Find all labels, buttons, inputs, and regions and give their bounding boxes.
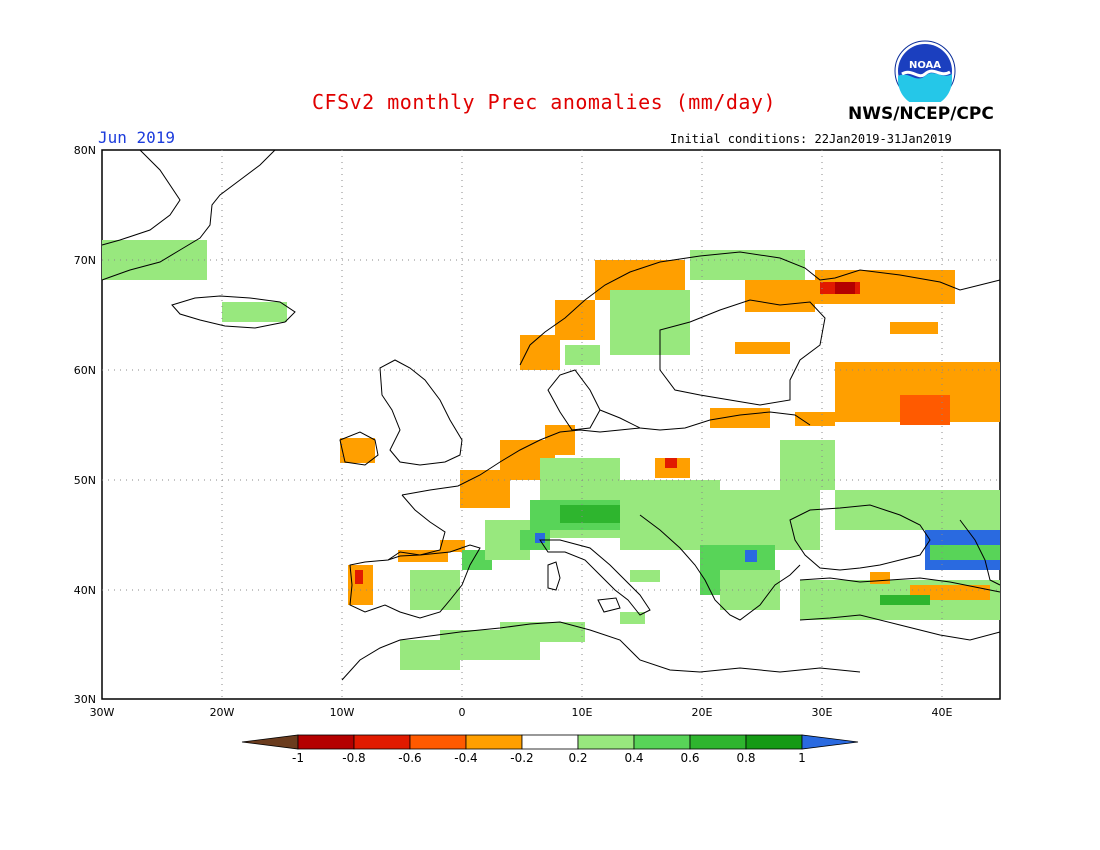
lat-label-30n: 30N [74,693,96,706]
colorbar-label: 0.6 [680,751,699,765]
colorbar-max-arrow [801,734,859,750]
anomaly-fields [102,240,1000,670]
lat-label-50n: 50N [74,474,96,487]
colorbar-label: 1 [798,751,806,765]
map-frame [101,149,1001,700]
colorbar-label: -1 [292,751,304,765]
colorbar-label: 0.4 [624,751,643,765]
colorbar-swatch [633,734,691,750]
colorbar-label: -0.2 [510,751,533,765]
lat-label-40n: 40N [74,584,96,597]
colorbar-label: -0.6 [398,751,421,765]
svg-text:NOAA: NOAA [909,60,941,71]
colorbar-min-arrow [241,734,299,750]
initial-conditions-label: Initial conditions: 22Jan2019-31Jan2019 [670,132,952,146]
lat-axis-labels: 80N 70N 60N 50N 40N 30N [74,144,96,706]
colorbar-swatch [689,734,747,750]
lon-label-20w: 20W [210,706,235,719]
colorbar-label: -0.4 [454,751,477,765]
colorbar-label: 0.8 [736,751,755,765]
lon-label-20e: 20E [692,706,713,719]
colorbar-swatch [409,734,467,750]
lon-label-30w: 30W [90,706,115,719]
colorbar-swatch [745,734,803,750]
noaa-logo-icon: NOAA [894,40,956,102]
colorbar-swatch [353,734,411,750]
colorbar-swatch [521,734,579,750]
lon-label-30e: 30E [812,706,833,719]
lon-label-10e: 10E [572,706,593,719]
lat-label-70n: 70N [74,254,96,267]
lat-label-60n: 60N [74,364,96,377]
colorbar-label: -0.8 [342,751,365,765]
lon-label-40e: 40E [932,706,953,719]
lon-axis-labels: 30W 20W 10W 0 10E 20E 30E 40E [90,706,953,719]
lat-label-80n: 80N [74,144,96,157]
month-label: Jun 2019 [98,128,176,147]
colorbar-swatch [465,734,523,750]
colorbar [241,734,859,750]
colorbar-labels: -1 -0.8 -0.6 -0.4 -0.2 0.2 0.4 0.6 0.8 1 [292,751,806,765]
colorbar-swatch [297,734,355,750]
colorbar-swatch [577,734,635,750]
organization-label: NWS/NCEP/CPC [848,104,994,124]
lon-label-0: 0 [459,706,466,719]
colorbar-label: 0.2 [568,751,587,765]
coastlines [101,149,1001,681]
lon-label-10w: 10W [330,706,355,719]
map-title: CFSv2 monthly Prec anomalies (mm/day) [312,90,777,114]
